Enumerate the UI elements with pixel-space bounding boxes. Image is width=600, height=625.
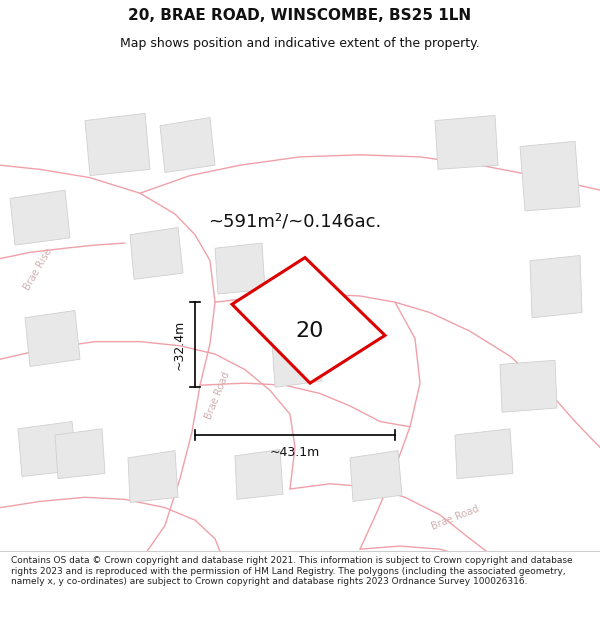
Polygon shape — [520, 141, 580, 211]
Polygon shape — [85, 113, 150, 176]
Polygon shape — [232, 258, 385, 383]
Text: Brae Road: Brae Road — [430, 504, 480, 532]
Polygon shape — [10, 190, 70, 245]
Polygon shape — [160, 118, 215, 172]
Polygon shape — [55, 429, 105, 479]
Polygon shape — [455, 429, 513, 479]
Text: Map shows position and indicative extent of the property.: Map shows position and indicative extent… — [120, 37, 480, 50]
Text: Brae Road: Brae Road — [204, 371, 232, 421]
Text: ~32.4m: ~32.4m — [173, 319, 185, 370]
Text: ~43.1m: ~43.1m — [270, 446, 320, 459]
Text: ~591m²/~0.146ac.: ~591m²/~0.146ac. — [208, 213, 382, 230]
Polygon shape — [500, 360, 557, 413]
Text: Brae Rise: Brae Rise — [22, 246, 54, 292]
Polygon shape — [272, 336, 322, 388]
Polygon shape — [25, 311, 80, 366]
Polygon shape — [215, 243, 265, 294]
Polygon shape — [130, 228, 183, 279]
Polygon shape — [235, 449, 283, 499]
Text: 20: 20 — [296, 321, 324, 341]
Polygon shape — [435, 116, 498, 169]
Text: 20, BRAE ROAD, WINSCOMBE, BS25 1LN: 20, BRAE ROAD, WINSCOMBE, BS25 1LN — [128, 8, 472, 23]
Polygon shape — [128, 451, 178, 503]
Polygon shape — [530, 256, 582, 318]
Text: Contains OS data © Crown copyright and database right 2021. This information is : Contains OS data © Crown copyright and d… — [11, 556, 572, 586]
Polygon shape — [18, 421, 77, 476]
Polygon shape — [350, 451, 402, 501]
